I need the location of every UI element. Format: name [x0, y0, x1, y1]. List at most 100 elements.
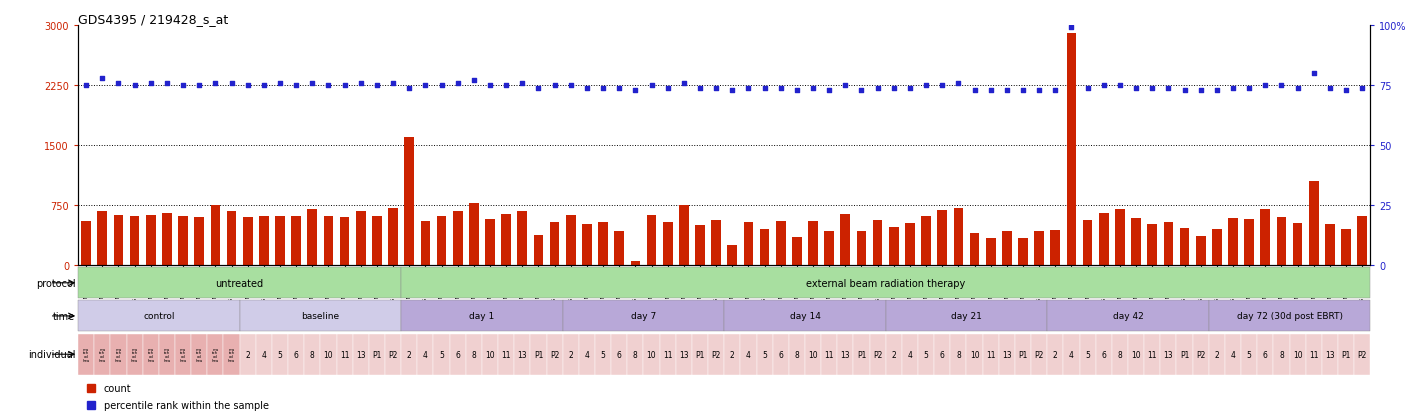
Bar	[1257, 334, 1274, 375]
Bar	[321, 334, 337, 375]
Bar	[1064, 334, 1079, 375]
Text: day 42: day 42	[1113, 312, 1143, 320]
Point	[834, 83, 856, 89]
Bar	[352, 334, 369, 375]
Text: 10: 10	[646, 350, 656, 359]
Text: 10: 10	[486, 350, 494, 359]
Text: 2: 2	[408, 350, 412, 359]
Point	[785, 88, 808, 94]
Bar	[258, 217, 268, 266]
Point	[753, 85, 775, 92]
Point	[851, 88, 873, 94]
Bar	[825, 231, 834, 266]
Bar	[805, 334, 821, 375]
Bar	[547, 334, 562, 375]
Point	[932, 83, 954, 89]
Bar	[1322, 334, 1338, 375]
Text: untreated: untreated	[216, 278, 264, 288]
Point	[1287, 85, 1309, 92]
Point	[1140, 85, 1163, 92]
Bar	[356, 211, 365, 266]
Point	[802, 85, 825, 92]
Text: P1: P1	[696, 350, 704, 359]
Point	[737, 85, 760, 92]
Bar	[772, 334, 790, 375]
Bar	[1208, 334, 1225, 375]
Text: ma
tch
ed
hea: ma tch ed hea	[212, 347, 219, 362]
Text: baseline: baseline	[301, 312, 339, 320]
Text: 4: 4	[585, 350, 589, 359]
Point	[430, 83, 453, 89]
Point	[818, 88, 841, 94]
Point	[640, 83, 663, 89]
Text: P1: P1	[372, 350, 382, 359]
Bar	[1015, 334, 1031, 375]
Point	[1011, 88, 1034, 94]
Bar	[905, 223, 914, 266]
Bar	[1099, 214, 1109, 266]
Point	[204, 80, 227, 87]
Bar	[1083, 221, 1092, 266]
Text: 13: 13	[356, 350, 365, 359]
Text: 10: 10	[1132, 350, 1140, 359]
Text: P2: P2	[1196, 350, 1206, 359]
Text: 13: 13	[1163, 350, 1173, 359]
Text: external beam radiation therapy: external beam radiation therapy	[807, 278, 966, 288]
Text: P2: P2	[873, 350, 882, 359]
Point	[673, 80, 696, 87]
Bar	[562, 301, 724, 332]
Bar	[967, 334, 983, 375]
Bar	[1048, 334, 1064, 375]
Bar	[902, 334, 917, 375]
Bar	[934, 334, 950, 375]
Text: 5: 5	[763, 350, 767, 359]
Point	[1254, 83, 1277, 89]
Bar	[114, 215, 124, 266]
Bar	[792, 237, 802, 266]
Text: P2: P2	[1358, 350, 1367, 359]
Point	[253, 83, 275, 89]
Bar	[1289, 334, 1305, 375]
Bar	[372, 217, 382, 266]
Point	[770, 85, 792, 92]
Point	[1061, 25, 1083, 32]
Text: percentile rank within the sample: percentile rank within the sample	[104, 400, 268, 410]
Text: ma
tch
ed
hea: ma tch ed hea	[82, 347, 89, 362]
Point	[172, 83, 195, 89]
Point	[382, 80, 405, 87]
Point	[963, 88, 985, 94]
Point	[1044, 88, 1066, 94]
Bar	[78, 301, 240, 332]
Bar	[917, 334, 934, 375]
Bar	[1079, 334, 1096, 375]
Text: control: control	[143, 312, 175, 320]
Bar	[531, 334, 547, 375]
Text: ma
tch
ed
hea: ma tch ed hea	[229, 347, 236, 362]
Text: 4: 4	[746, 350, 751, 359]
Text: P1: P1	[534, 350, 542, 359]
Bar	[1196, 237, 1206, 266]
Point	[415, 83, 437, 89]
Bar	[417, 334, 433, 375]
Bar	[111, 334, 126, 375]
Point	[479, 83, 501, 89]
Text: 5: 5	[439, 350, 444, 359]
Bar	[437, 217, 446, 266]
Bar	[679, 206, 689, 266]
Point	[1028, 88, 1051, 94]
Bar	[1096, 334, 1112, 375]
Bar	[142, 334, 159, 375]
Bar	[1193, 334, 1208, 375]
Point	[721, 88, 744, 94]
Text: ma
tch
ed
hea: ma tch ed hea	[99, 347, 106, 362]
Text: 5: 5	[1085, 350, 1091, 359]
Bar	[179, 216, 187, 266]
Text: 8: 8	[471, 350, 476, 359]
Point	[317, 83, 339, 89]
Bar	[628, 334, 643, 375]
Bar	[453, 211, 463, 266]
Text: 8: 8	[1118, 350, 1122, 359]
Text: count: count	[104, 382, 132, 393]
Bar	[1003, 231, 1011, 266]
Bar	[339, 218, 349, 266]
